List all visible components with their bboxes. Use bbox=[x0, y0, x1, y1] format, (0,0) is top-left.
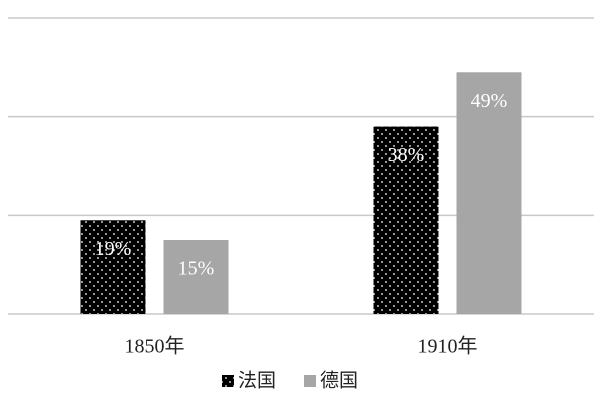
bar bbox=[456, 72, 522, 315]
value-label: 49% bbox=[471, 90, 508, 112]
bar bbox=[373, 126, 439, 315]
bar bbox=[80, 220, 146, 314]
legend-swatch bbox=[222, 375, 234, 387]
legend-label: 法国 bbox=[238, 369, 276, 391]
legend-swatch bbox=[304, 375, 317, 387]
x-tick-label: 1850年 bbox=[125, 335, 185, 358]
bar bbox=[163, 240, 229, 314]
legend-label: 德国 bbox=[320, 369, 358, 391]
value-label: 19% bbox=[95, 238, 132, 260]
value-label: 38% bbox=[388, 144, 425, 166]
x-tick-label: 1910年 bbox=[418, 335, 478, 358]
value-label: 15% bbox=[178, 258, 215, 280]
